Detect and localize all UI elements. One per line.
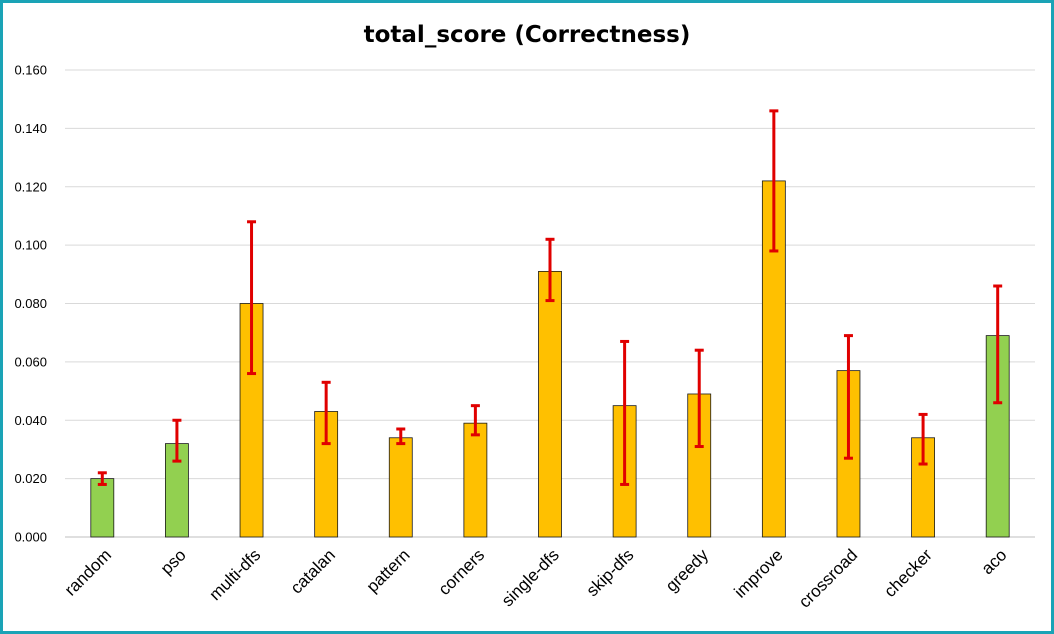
y-tick-label: 0.040 xyxy=(14,413,47,428)
y-axis: 0.000 0.020 0.040 0.060 0.080 0.100 0.120 0.140… xyxy=(14,63,1035,545)
bar xyxy=(388,437,413,538)
y-tick-label: 0.060 xyxy=(14,354,47,369)
y-tick-label: 0.120 xyxy=(14,179,47,194)
x-tick-label: random xyxy=(61,545,115,599)
x-tick-label: catalan xyxy=(287,545,339,597)
bars xyxy=(90,180,1010,538)
y-tick-label: 0.000 xyxy=(14,530,47,545)
x-tick-label: aco xyxy=(978,545,1011,578)
x-axis: random pso multi-dfs catalan pattern corners s… xyxy=(61,545,1011,612)
x-tick-label: crossroad xyxy=(795,545,861,611)
bar xyxy=(538,270,562,538)
x-tick-label: greedy xyxy=(662,545,713,596)
x-tick-label: improve xyxy=(730,545,786,601)
x-tick-label: multi-dfs xyxy=(206,545,265,604)
chart-title: total_score (Correctness) xyxy=(364,22,691,48)
x-tick-label: corners xyxy=(435,545,489,599)
bar xyxy=(90,478,115,538)
y-tick-label: 0.080 xyxy=(14,296,47,311)
x-tick-label: pattern xyxy=(363,545,414,596)
y-tick-label: 0.160 xyxy=(14,63,47,78)
x-tick-label: single-dfs xyxy=(498,545,563,610)
y-tick-label: 0.140 xyxy=(14,121,47,136)
x-tick-label: skip-dfs xyxy=(583,545,638,600)
error-bars xyxy=(97,109,1003,486)
bar xyxy=(463,422,488,538)
x-tick-label: pso xyxy=(157,545,190,578)
y-tick-label: 0.020 xyxy=(14,471,47,486)
y-tick-label: 0.100 xyxy=(14,238,47,253)
x-tick-label: checker xyxy=(880,545,936,601)
